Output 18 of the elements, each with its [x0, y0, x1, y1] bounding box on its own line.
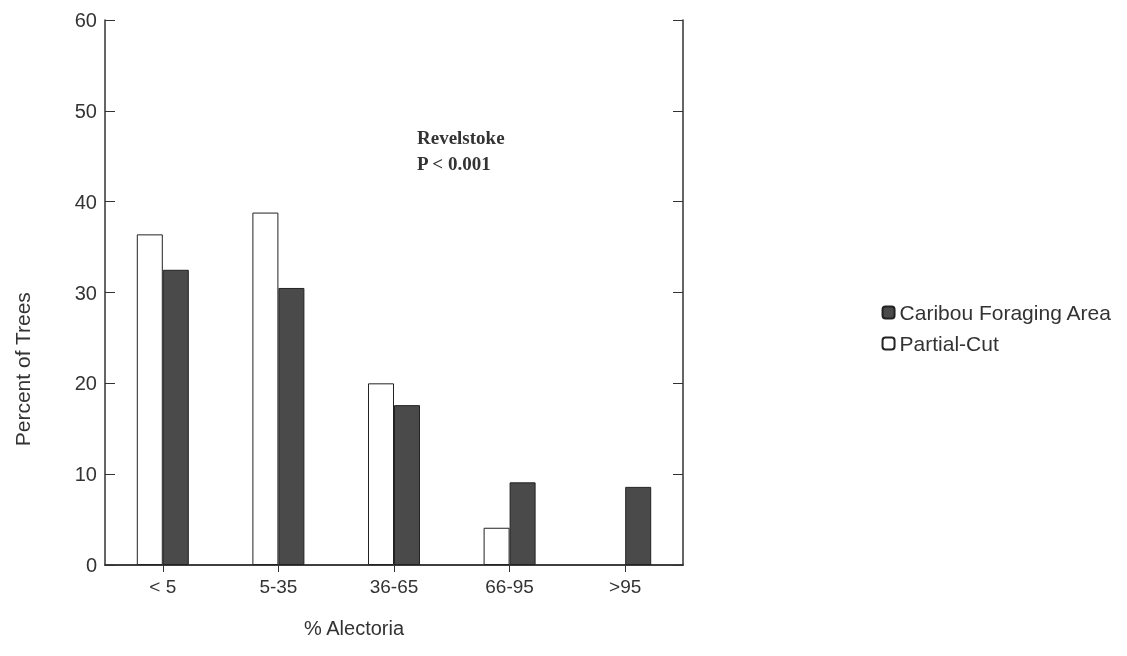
- y-tick-label: 40: [74, 190, 97, 213]
- legend-label: Partial-Cut: [899, 332, 999, 355]
- x-tick-label: 5-35: [259, 576, 298, 597]
- x-tick-label: 66-95: [485, 576, 534, 597]
- legend-label: Caribou Foraging Area: [899, 301, 1112, 324]
- y-tick-label: 60: [74, 9, 97, 31]
- y-tick-label: 50: [74, 99, 97, 122]
- annotation: Revelstoke: [417, 127, 505, 148]
- y-tick-label: 30: [74, 281, 97, 304]
- y-tick-label: 20: [74, 372, 97, 395]
- y-tick-label: 0: [85, 554, 97, 576]
- annotation: P < 0.001: [417, 153, 491, 174]
- y-axis-title: Percent of Trees: [11, 292, 34, 447]
- x-tick-label: 36-65: [369, 576, 419, 597]
- x-tick-label: < 5: [149, 576, 177, 597]
- x-axis-title: % Alectoria: [304, 617, 405, 639]
- y-tick-label: 10: [74, 463, 97, 486]
- x-tick-label: >95: [609, 576, 642, 597]
